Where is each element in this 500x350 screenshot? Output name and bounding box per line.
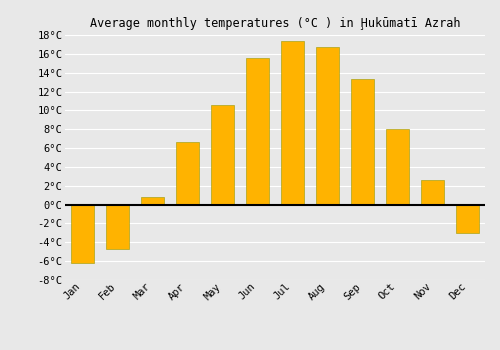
Bar bbox=[211, 105, 234, 205]
Bar bbox=[351, 79, 374, 205]
Bar bbox=[71, 205, 94, 263]
Bar bbox=[246, 58, 269, 205]
Bar bbox=[456, 205, 479, 233]
Title: Average monthly temperatures (°C ) in Ḩukūmatī Azrah: Average monthly temperatures (°C ) in Ḩu… bbox=[90, 17, 460, 30]
Bar bbox=[106, 205, 129, 249]
Bar bbox=[421, 180, 444, 205]
Bar bbox=[281, 41, 304, 205]
Bar bbox=[141, 197, 164, 205]
Bar bbox=[386, 129, 409, 205]
Bar bbox=[316, 47, 339, 205]
Bar bbox=[176, 142, 199, 205]
